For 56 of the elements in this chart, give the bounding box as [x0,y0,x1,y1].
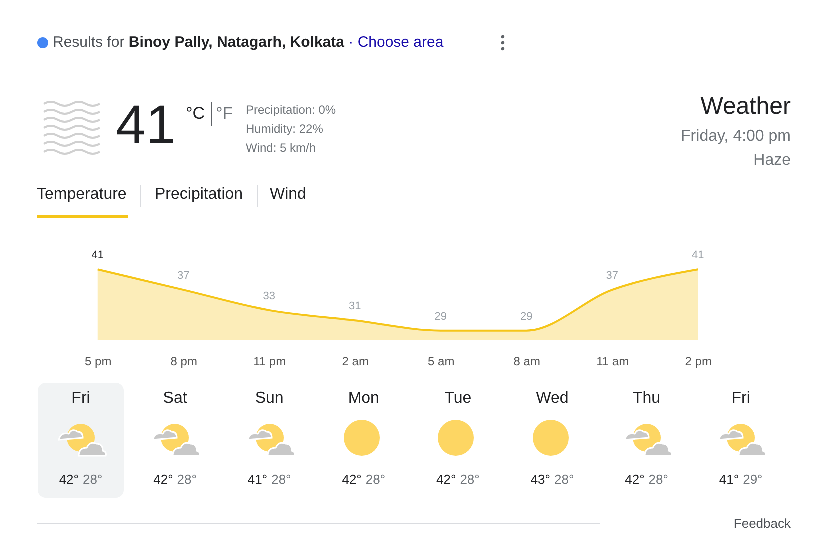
category-label: Sat [162,390,188,408]
x-tick-label: 2 am [342,354,369,368]
annotation: 41° [719,472,740,487]
annotation: 41° [248,472,268,487]
data-label: 29 [520,310,533,323]
text: Humidity: 22% [246,122,324,136]
text: °C [186,104,206,124]
data-label: 41 [692,250,704,262]
text: Wind: 5 km/h [246,141,316,155]
x-tick-label: 5 pm [85,354,112,368]
x-tick-label: 11 am [596,354,630,368]
text: °F [216,104,234,124]
x-tick-label: 8 am [514,354,540,368]
text: Feedback [734,516,791,531]
annotation: 42° [436,472,456,487]
data-label: 37 [606,270,618,282]
category-label: Mon [347,390,380,408]
text: Weather [700,93,791,121]
annotation: 28° [460,472,480,487]
text: Binoy Pally, Natagarh, Kolkata [128,34,344,51]
text: · Choose area [348,34,444,51]
category-label: Fri [730,390,752,408]
text: Precipitation [155,186,244,204]
data-label: 37 [178,270,190,282]
annotation: 28° [83,472,103,487]
annotation: 28° [272,472,292,487]
text: Haze [754,152,791,170]
category-label: Thu [632,390,662,408]
annotation: 42° [154,472,174,487]
annotation: 42° [625,472,645,487]
data-label: 29 [434,310,447,323]
annotation: 28° [648,472,668,487]
x-tick-label: 11 pm [254,354,286,368]
data-label: 31 [349,300,362,313]
category-label: Fri [70,390,92,408]
text: Precipitation: 0% [246,103,336,117]
annotation: 43° [530,472,550,487]
x-tick-label: 5 am [428,354,455,368]
annotation: 28° [177,472,197,487]
text: Wind [270,186,306,204]
text: 41 [116,95,176,155]
x-tick-label: 2 pm [685,354,712,368]
annotation: 28° [366,472,386,487]
text: Temperature [37,186,127,204]
text: 29° [743,472,763,487]
category-label: Tue [444,390,473,408]
data-label: 33 [263,290,276,302]
category-label: Sun [254,390,285,408]
text: Results for [53,34,126,51]
text: Friday, 4:00 pm [681,128,791,146]
data-label: 41 [92,250,104,262]
annotation: 42° [342,472,362,487]
annotation: 28° [554,472,574,487]
x-tick-label: 8 pm [170,354,198,368]
annotation: 42° [59,472,79,487]
category-label: Wed [535,390,570,408]
